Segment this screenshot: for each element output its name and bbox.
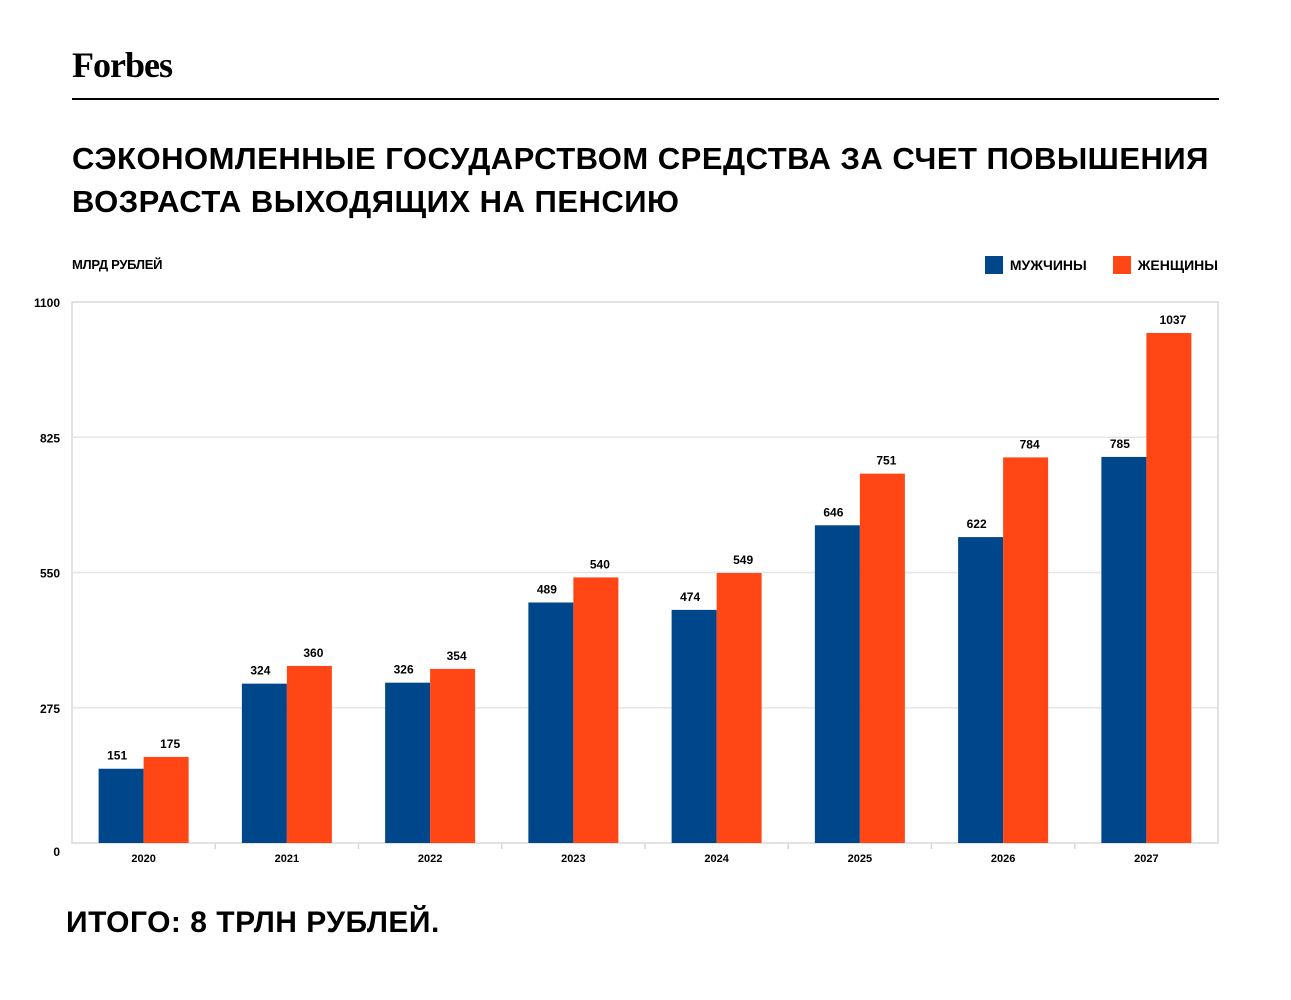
x-tick-label: 2020: [131, 853, 155, 865]
chart-title: СЭКОНОМЛЕННЫЕ ГОСУДАРСТВОМ СРЕДСТВА ЗА С…: [72, 141, 1209, 219]
chart-legend: МУЖЧИНЫ ЖЕНЩИНЫ: [959, 256, 1218, 274]
y-tick-label: 0: [53, 845, 60, 859]
x-tick-label: 2025: [848, 853, 872, 865]
y-tick-label: 550: [40, 567, 60, 581]
data-label: 549: [733, 553, 753, 567]
bar-women: [143, 756, 189, 843]
data-label: 354: [447, 649, 467, 663]
x-tick-label: 2023: [561, 853, 585, 865]
bar-men: [98, 768, 144, 843]
y-tick-label: 1100: [34, 296, 60, 310]
data-label: 646: [823, 505, 843, 519]
data-label: 751: [876, 454, 896, 468]
bar-men: [671, 609, 717, 843]
data-label: 474: [680, 590, 700, 604]
header-divider: [72, 98, 1219, 100]
x-tick-label: 2021: [275, 853, 299, 865]
bar-men: [1101, 456, 1147, 843]
bar-women: [1146, 332, 1192, 843]
forbes-logo: Forbes: [72, 45, 173, 85]
data-label: 784: [1020, 437, 1040, 451]
legend-item-men: МУЖЧИНЫ: [984, 256, 1087, 274]
legend-label-men: МУЖЧИНЫ: [1009, 257, 1087, 273]
x-tick-label: 2022: [418, 853, 442, 865]
x-tick-label: 2026: [991, 853, 1015, 865]
data-label: 489: [537, 583, 557, 597]
legend-swatch-men: [984, 256, 1003, 274]
total-summary: ИТОГО: 8 ТРЛН РУБЛЕЙ.: [66, 906, 440, 939]
bar-women: [286, 665, 332, 843]
y-tick-label: 825: [40, 431, 60, 445]
y-tick-label: 275: [40, 702, 60, 716]
x-tick-label: 2027: [1134, 853, 1158, 865]
data-label: 540: [590, 557, 610, 571]
data-label: 360: [303, 646, 323, 660]
legend-swatch-women: [1112, 256, 1131, 274]
bar-men: [528, 602, 574, 843]
bar-men: [241, 683, 287, 843]
x-tick-label: 2024: [704, 853, 729, 865]
legend-label-women: ЖЕНЩИНЫ: [1137, 257, 1218, 273]
bar-men: [385, 682, 431, 843]
bar-women: [430, 668, 476, 843]
bar-women: [716, 572, 762, 843]
data-label: 622: [967, 517, 987, 531]
bar-women: [573, 577, 619, 843]
bar-men: [814, 525, 860, 843]
data-label: 175: [160, 737, 180, 751]
data-label: 324: [250, 664, 270, 678]
data-label: 785: [1110, 437, 1130, 451]
y-axis-unit-label: МЛРД РУБЛЕЙ: [72, 257, 163, 272]
bar-men: [958, 537, 1004, 843]
bar-women: [859, 473, 905, 843]
data-label: 151: [107, 749, 127, 763]
data-label: 326: [394, 663, 414, 677]
data-label: 1037: [1160, 313, 1187, 327]
legend-item-women: ЖЕНЩИНЫ: [1112, 256, 1218, 274]
bar-women: [1003, 457, 1049, 843]
